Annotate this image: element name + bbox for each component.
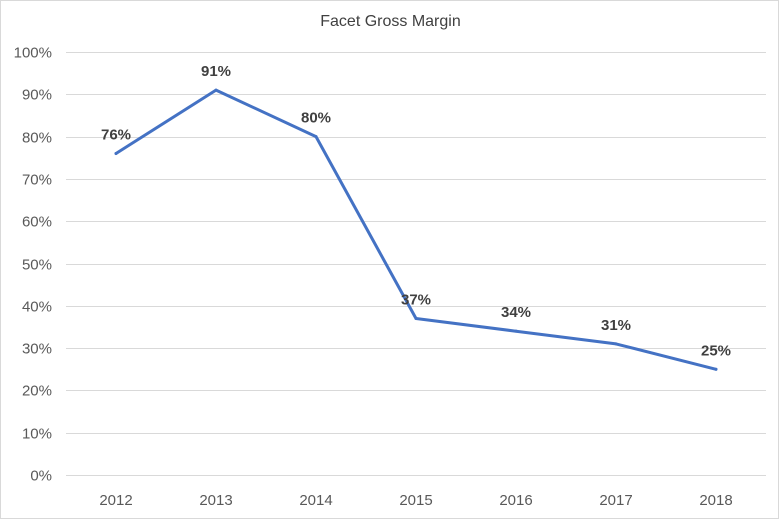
x-tick-label: 2015 (399, 492, 432, 509)
data-label: 91% (201, 63, 231, 80)
data-label: 80% (301, 110, 331, 127)
chart-title: Facet Gross Margin (320, 13, 461, 30)
data-label: 31% (601, 317, 631, 334)
y-tick-label: 90% (22, 87, 52, 104)
data-point (514, 329, 518, 333)
data-label: 34% (501, 304, 531, 321)
y-tick-label: 60% (22, 214, 52, 231)
x-tick-label: 2016 (499, 492, 532, 509)
x-tick-label: 2017 (599, 492, 632, 509)
x-tick-label: 2013 (199, 492, 232, 509)
gridlines (66, 52, 766, 476)
y-tick-label: 80% (22, 130, 52, 147)
y-tick-label: 10% (22, 426, 52, 443)
y-tick-label: 100% (14, 45, 52, 62)
data-point (214, 88, 218, 92)
y-tick-label: 0% (30, 468, 52, 485)
data-label: 25% (701, 342, 731, 359)
y-tick-label: 30% (22, 341, 52, 358)
y-tick-label: 20% (22, 383, 52, 400)
x-tick-label: 2012 (99, 492, 132, 509)
data-point (614, 342, 618, 346)
y-tick-label: 40% (22, 299, 52, 316)
data-label: 37% (401, 291, 431, 308)
y-tick-label: 70% (22, 172, 52, 189)
x-tick-label: 2018 (699, 492, 732, 509)
data-point (314, 135, 318, 139)
data-series (114, 88, 718, 371)
data-point (714, 367, 718, 371)
x-axis-tick-labels: 2012 2013 2014 2015 2016 2017 2018 (99, 492, 732, 509)
y-axis-tick-labels: 0% 10% 20% 30% 40% 50% 60% 70% 80% 90% 100% (14, 45, 52, 485)
data-point (114, 152, 118, 156)
data-labels: 76% 91% 80% 37% 34% 31% 25% (101, 63, 731, 359)
x-tick-label: 2014 (299, 492, 332, 509)
data-label: 76% (101, 127, 131, 144)
data-point (414, 316, 418, 320)
y-tick-label: 50% (22, 257, 52, 274)
